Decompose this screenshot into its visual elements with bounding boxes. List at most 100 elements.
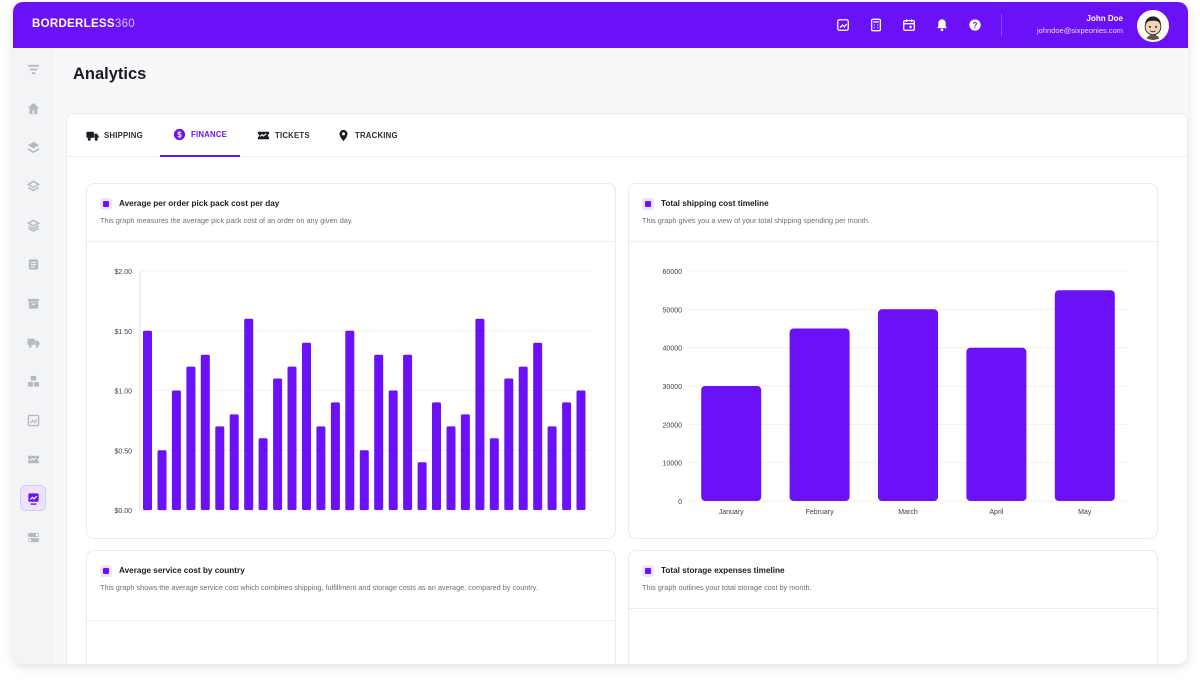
bell-icon[interactable] [934, 17, 950, 33]
bar [200, 354, 210, 510]
pin-icon [339, 129, 348, 142]
y-tick-label: $2.00 [114, 269, 132, 276]
bar [287, 366, 297, 510]
card-header: Average service cost by country This gra… [87, 551, 615, 621]
card-icon [100, 198, 112, 210]
help-icon[interactable]: ? [967, 17, 983, 33]
bar [547, 426, 557, 510]
bar [789, 328, 850, 501]
tab-label: TRACKING [355, 131, 398, 140]
sidebar [13, 48, 53, 664]
truck-icon[interactable] [20, 329, 46, 355]
card-shipping-timeline: Total shipping cost timeline This graph … [628, 183, 1158, 539]
bar [359, 450, 369, 511]
analytics-panel: SHIPPING $ FINANCE TICKETS TRACKING Aver… [66, 113, 1188, 664]
bar [417, 462, 427, 510]
bar [215, 426, 225, 510]
x-tick-label: April [989, 509, 1003, 516]
calculator-icon[interactable] [868, 17, 884, 33]
y-tick-label: $1.50 [114, 329, 132, 336]
card-title: Average per order pick pack cost per day [119, 199, 280, 208]
y-tick-label: 60000 [663, 269, 683, 276]
bar [157, 450, 167, 511]
bar [171, 390, 181, 510]
card-title: Average service cost by country [119, 566, 245, 575]
bar [345, 330, 355, 511]
x-tick-label: May [1078, 509, 1092, 516]
layers-icon[interactable] [20, 134, 46, 160]
top-bar: BORDERLESS360 ? John Doe johndoe@sixpeon… [13, 2, 1188, 48]
app-window: BORDERLESS360 ? John Doe johndoe@sixpeon… [13, 2, 1188, 664]
bar [533, 342, 543, 510]
y-tick-label: 0 [678, 499, 682, 506]
divider [1001, 14, 1002, 36]
svg-text:$: $ [177, 130, 182, 139]
notes-icon[interactable] [20, 251, 46, 277]
tab-shipping[interactable]: SHIPPING [86, 114, 147, 157]
bar [1054, 290, 1115, 501]
svg-text:?: ? [973, 21, 978, 30]
bar [302, 342, 311, 510]
bar [229, 414, 239, 510]
bar [475, 318, 485, 510]
bar [388, 390, 398, 510]
layers-alt-icon[interactable] [20, 173, 46, 199]
bar [143, 330, 152, 511]
y-tick-label: $0.00 [114, 508, 132, 515]
report-icon[interactable] [20, 407, 46, 433]
y-tick-label: 20000 [663, 422, 683, 429]
user-email: johndoe@sixpeonies.com [1037, 26, 1123, 35]
bar [562, 402, 572, 510]
tab-label: FINANCE [191, 130, 228, 139]
bar [518, 366, 528, 510]
bar [504, 378, 514, 510]
bar [460, 414, 470, 510]
y-tick-label: 30000 [663, 384, 683, 391]
card-title: Total storage expenses timeline [661, 566, 785, 575]
stack-icon[interactable] [20, 212, 46, 238]
x-tick-label: January [719, 509, 744, 516]
card-description: This graph gives you a view of your tota… [642, 216, 870, 225]
card-title: Total shipping cost timeline [661, 199, 769, 208]
filter-icon[interactable] [20, 56, 46, 82]
y-tick-label: 50000 [663, 307, 683, 314]
x-tick-label: February [806, 509, 835, 516]
ticket-icon[interactable] [20, 446, 46, 472]
bar [316, 426, 326, 510]
tab-tracking[interactable]: TRACKING [337, 114, 398, 157]
boxes-icon[interactable] [20, 368, 46, 394]
card-icon [642, 565, 654, 577]
y-tick-label: $0.50 [114, 448, 132, 455]
reports-icon[interactable] [835, 17, 851, 33]
card-pick-pack-cost: Average per order pick pack cost per day… [86, 183, 616, 539]
bar [186, 366, 196, 510]
bar [244, 318, 254, 510]
avatar[interactable] [1137, 10, 1169, 42]
card-description: This graph shows the average service cos… [100, 583, 538, 592]
shipping-timeline-bar-chart: 0 10000 20000 30000 40000 50000 60000 January Fe… [663, 269, 1129, 516]
bar [878, 309, 938, 501]
tab-bar: SHIPPING $ FINANCE TICKETS TRACKING [67, 114, 1187, 157]
calendar-icon[interactable] [901, 17, 917, 33]
tab-tickets[interactable]: TICKETS [257, 114, 310, 157]
card-description: This graph outlines your total storage c… [642, 583, 812, 592]
bar [258, 438, 268, 510]
tab-finance[interactable]: $ FINANCE [160, 114, 241, 157]
toggle-icon[interactable] [20, 524, 46, 550]
bar [966, 347, 1027, 501]
y-tick-label: $1.00 [114, 389, 132, 396]
home-icon[interactable] [20, 95, 46, 121]
tab-label: TICKETS [275, 131, 310, 140]
bar [330, 402, 340, 510]
analytics-icon[interactable] [20, 485, 46, 511]
pick-pack-bar-chart: $0.00 $0.50 $1.00 $1.50 $2.00 [114, 269, 592, 515]
card-icon [100, 565, 112, 577]
card-header: Average per order pick pack cost per day… [87, 184, 615, 242]
x-tick-label: March [898, 509, 918, 516]
card-service-cost: Average service cost by country This gra… [86, 550, 616, 664]
bar [489, 438, 499, 510]
bar [273, 378, 283, 510]
archive-icon[interactable] [20, 290, 46, 316]
brand-logo[interactable]: BORDERLESS360 [32, 18, 135, 30]
dollar-icon: $ [173, 128, 186, 141]
